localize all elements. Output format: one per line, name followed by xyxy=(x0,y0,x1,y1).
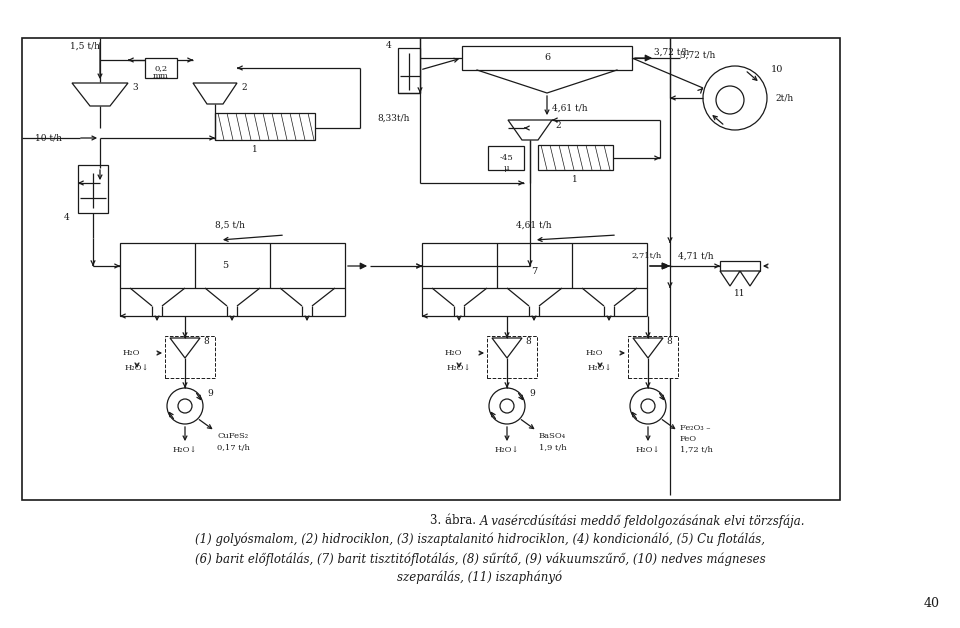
Text: 10: 10 xyxy=(771,65,783,75)
Text: H₂O↓: H₂O↓ xyxy=(125,364,149,372)
Text: 4,71 t/h: 4,71 t/h xyxy=(678,251,713,261)
Text: 3,72 t/h: 3,72 t/h xyxy=(680,50,715,60)
Polygon shape xyxy=(492,338,522,358)
Text: mm: mm xyxy=(154,72,169,80)
Text: 5: 5 xyxy=(222,261,228,271)
Text: 1: 1 xyxy=(572,175,578,185)
Text: 2: 2 xyxy=(555,121,561,129)
Text: -45: -45 xyxy=(499,154,513,162)
Text: 4: 4 xyxy=(64,214,70,222)
Text: 2,71t/h: 2,71t/h xyxy=(632,252,662,260)
Circle shape xyxy=(489,388,525,424)
Circle shape xyxy=(716,86,744,114)
Text: H₂O↓: H₂O↓ xyxy=(446,364,471,372)
Text: 3,72 t/h: 3,72 t/h xyxy=(654,48,689,57)
Circle shape xyxy=(641,399,655,413)
Text: 4,61 t/h: 4,61 t/h xyxy=(552,104,588,112)
Text: 7: 7 xyxy=(531,266,538,276)
Bar xyxy=(22,38,840,500)
Text: BaSO₄: BaSO₄ xyxy=(539,432,566,440)
Text: 9: 9 xyxy=(529,389,535,399)
Text: H₂O: H₂O xyxy=(586,349,603,357)
Text: 1,72 t/h: 1,72 t/h xyxy=(680,446,713,454)
Polygon shape xyxy=(508,120,552,140)
Circle shape xyxy=(500,399,514,413)
Polygon shape xyxy=(170,338,200,358)
Text: H₂O: H₂O xyxy=(123,349,140,357)
Polygon shape xyxy=(72,83,128,106)
Text: 11: 11 xyxy=(734,290,746,298)
Text: H₂O↓: H₂O↓ xyxy=(588,364,612,372)
Text: H₂O↓: H₂O↓ xyxy=(636,446,660,454)
Text: (1) golyósmalom, (2) hidrociklon, (3) iszaptalanitó hidrociklon, (4) kondicionál: (1) golyósmalom, (2) hidrociklon, (3) is… xyxy=(195,533,765,546)
Polygon shape xyxy=(193,83,237,104)
Bar xyxy=(488,146,524,170)
Bar xyxy=(422,243,647,288)
Text: 8: 8 xyxy=(203,337,208,345)
Text: Fe₂O₃ –: Fe₂O₃ – xyxy=(680,424,710,432)
Bar xyxy=(487,336,537,378)
Text: 8: 8 xyxy=(525,337,531,345)
Bar xyxy=(720,261,760,271)
Text: 9: 9 xyxy=(207,389,213,399)
Text: 1,5 t/h: 1,5 t/h xyxy=(70,41,100,50)
Text: 3: 3 xyxy=(132,84,137,92)
Text: 8: 8 xyxy=(666,337,672,345)
Text: 8,33t/h: 8,33t/h xyxy=(377,114,410,122)
Text: H₂O↓: H₂O↓ xyxy=(173,446,197,454)
Bar xyxy=(120,243,345,288)
Bar xyxy=(215,113,315,140)
Text: 2t/h: 2t/h xyxy=(775,94,793,102)
Text: szeparálás, (11) iszaphányó: szeparálás, (11) iszaphányó xyxy=(397,571,563,585)
Text: CuFeS₂: CuFeS₂ xyxy=(217,432,248,440)
Text: 4: 4 xyxy=(386,41,392,50)
Text: μ: μ xyxy=(503,164,509,172)
Polygon shape xyxy=(740,271,760,286)
Text: 2: 2 xyxy=(241,84,247,92)
Polygon shape xyxy=(633,338,663,358)
Text: FeO: FeO xyxy=(680,435,697,443)
Bar xyxy=(628,336,678,378)
Text: 1: 1 xyxy=(252,146,258,154)
Text: 4,61 t/h: 4,61 t/h xyxy=(516,220,552,229)
Polygon shape xyxy=(720,271,740,286)
Text: A vasércdúsítási meddő feldolgozásának elvi törzsfája.: A vasércdúsítási meddő feldolgozásának e… xyxy=(480,514,805,528)
Text: 40: 40 xyxy=(924,597,940,610)
Text: H₂O: H₂O xyxy=(444,349,462,357)
Bar xyxy=(145,58,177,78)
Text: 0,2: 0,2 xyxy=(155,64,168,72)
Bar xyxy=(165,336,215,378)
Text: 1,9 t/h: 1,9 t/h xyxy=(539,444,566,452)
Text: 3. ábra.: 3. ábra. xyxy=(430,514,480,527)
Text: 8,5 t/h: 8,5 t/h xyxy=(215,220,245,229)
Bar xyxy=(78,165,108,213)
Text: H₂O↓: H₂O↓ xyxy=(494,446,519,454)
Bar xyxy=(538,145,613,170)
Bar xyxy=(398,48,420,93)
Text: 10 t/h: 10 t/h xyxy=(35,134,62,143)
Text: (6) barit előflotálás, (7) barit tisztitóflotálás, (8) sűrítő, (9) vákuumszűrő, : (6) barit előflotálás, (7) barit tisztit… xyxy=(195,552,765,565)
Text: 6: 6 xyxy=(544,53,550,63)
Bar xyxy=(462,46,632,70)
Circle shape xyxy=(630,388,666,424)
Circle shape xyxy=(167,388,203,424)
Circle shape xyxy=(703,66,767,130)
Circle shape xyxy=(178,399,192,413)
Text: 0,17 t/h: 0,17 t/h xyxy=(217,444,250,452)
